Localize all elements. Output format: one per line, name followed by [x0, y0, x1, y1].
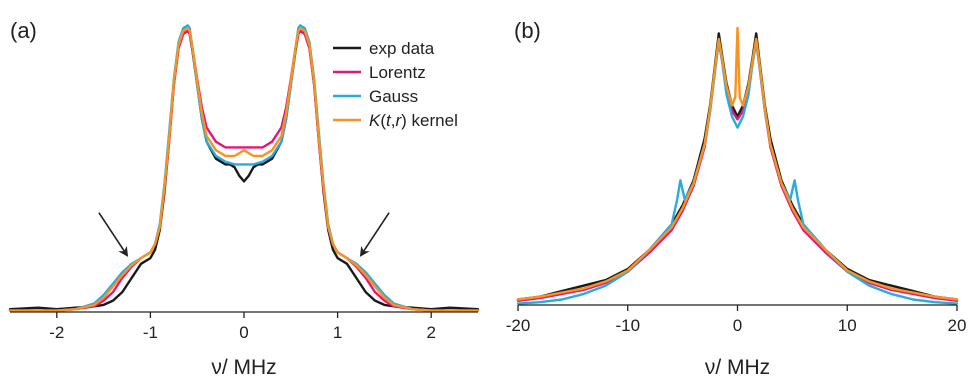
legend-label: exp data	[369, 39, 435, 58]
x-tick-label: 0	[239, 323, 248, 342]
series-line-exp-data	[516, 32, 959, 301]
x-tick-label: 0	[733, 316, 742, 335]
legend-label: K(t,r) kernel	[369, 111, 458, 130]
legend: exp data Lorentz Gauss K(t,r) kernel	[333, 39, 458, 130]
x-axis-title: ν/ MHz	[705, 356, 770, 379]
x-tick-label: -20	[506, 316, 531, 335]
legend-label: Gauss	[369, 87, 418, 106]
panel-label: (b)	[514, 18, 541, 43]
x-tick-label: -2	[49, 323, 64, 342]
x-tick-label: -1	[143, 323, 158, 342]
x-tick-label: 1	[333, 323, 342, 342]
series-line-k-t-r-kernel	[516, 26, 959, 301]
annotation-arrow-right	[359, 212, 390, 257]
annotation-arrow-left	[98, 212, 129, 257]
panel-label: (a)	[10, 18, 37, 43]
panel-a: (a) -2 -1 0 1 2 ν/ MHz	[8, 18, 480, 379]
panel-b: (b) -20 -10 0 10 20 ν/ MHz	[506, 18, 967, 379]
series-line-lorentz	[516, 40, 959, 302]
series-line-exp-data	[8, 29, 480, 311]
x-tick-label: 20	[948, 316, 967, 335]
x-axis-title: ν/ MHz	[211, 356, 276, 379]
legend-label: Lorentz	[369, 63, 426, 82]
series-line-gauss	[516, 40, 959, 305]
x-tick-label: 2	[426, 323, 435, 342]
series-line-k-t-r-kernel	[8, 27, 480, 312]
x-tick-label: -10	[615, 316, 640, 335]
x-tick-label: 10	[838, 316, 857, 335]
